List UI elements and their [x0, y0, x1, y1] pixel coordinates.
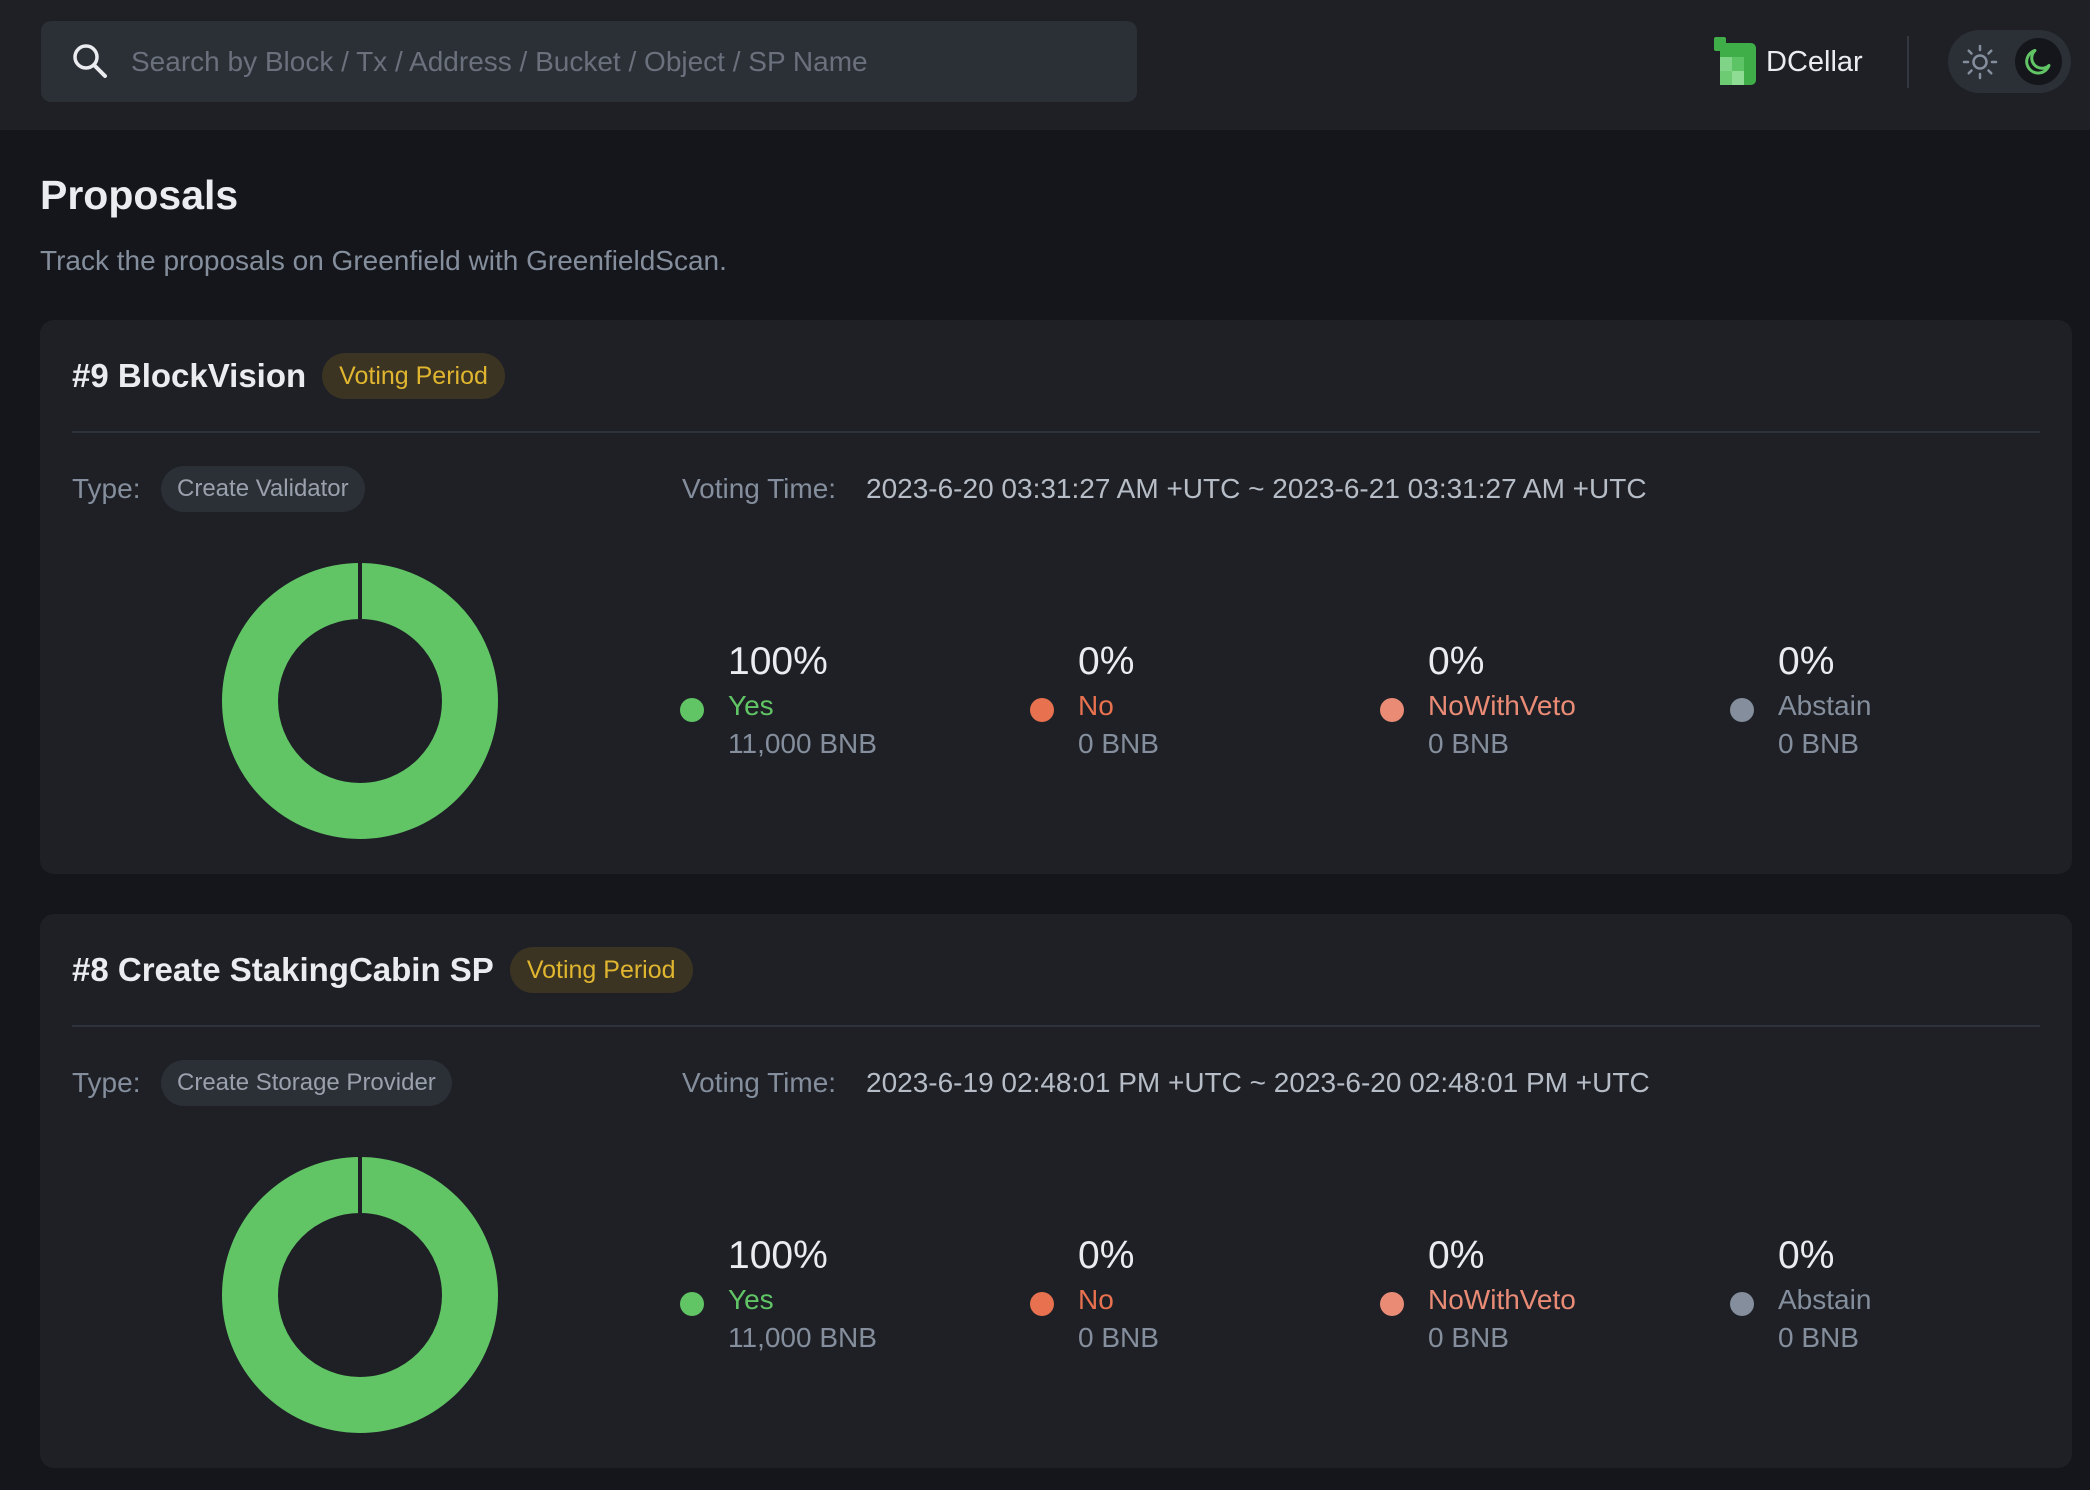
vote-label: NoWithVeto — [1428, 1284, 1576, 1315]
type-label: Type: — [72, 1067, 141, 1098]
vote-percent: 0% — [1078, 1234, 1135, 1277]
vote-percent: 0% — [1778, 640, 1835, 683]
status-badge: Voting Period — [322, 353, 505, 399]
vote-abstain: 0% Abstain 0 BNB — [1730, 640, 2050, 780]
vote-amount: 0 BNB — [1778, 728, 1859, 759]
vote-label: Yes — [728, 1284, 774, 1315]
vote-no: 0% No 0 BNB — [1030, 640, 1350, 780]
proposal-card[interactable]: #8 Create StakingCabin SP Voting Period … — [40, 914, 2072, 1468]
vote-amount: 0 BNB — [1078, 1322, 1159, 1353]
proposal-type-chip: Create Storage Provider — [161, 1060, 452, 1106]
vote-percent: 0% — [1428, 1234, 1485, 1277]
top-bar: DCellar — [0, 0, 2090, 130]
vote-yes: 100% Yes 11,000 BNB — [680, 1234, 1000, 1374]
voting-time-label: Voting Time: — [682, 1067, 837, 1098]
proposal-header: #8 Create StakingCabin SP Voting Period — [72, 946, 693, 994]
vote-label: Abstain — [1778, 1284, 1872, 1315]
proposal-title[interactable]: #9 BlockVision — [72, 357, 307, 394]
proposal-title[interactable]: #8 Create StakingCabin SP — [72, 951, 494, 988]
vote-label: Yes — [728, 690, 774, 721]
abstain-dot — [1730, 1292, 1754, 1316]
vote-amount: 11,000 BNB — [728, 728, 877, 759]
type-label: Type: — [72, 473, 141, 504]
divider — [72, 1025, 2040, 1027]
no-with-veto-dot — [1380, 698, 1404, 722]
proposal-card[interactable]: #9 BlockVision Voting Period Type: Creat… — [40, 320, 2072, 874]
vote-percent: 0% — [1778, 1234, 1835, 1277]
no-dot — [1030, 1292, 1054, 1316]
vote-label: Abstain — [1778, 690, 1872, 721]
page-subtitle: Track the proposals on Greenfield with G… — [40, 245, 727, 276]
vote-amount: 11,000 BNB — [728, 1322, 877, 1353]
page-title: Proposals — [40, 172, 239, 218]
divider — [72, 431, 2040, 433]
vote-amount: 0 BNB — [1078, 728, 1159, 759]
vote-amount: 0 BNB — [1778, 1322, 1859, 1353]
no-dot — [1030, 698, 1054, 722]
vote-abstain: 0% Abstain 0 BNB — [1730, 1234, 2050, 1374]
brand-name: DCellar — [1766, 45, 1863, 78]
yes-dot — [680, 1292, 704, 1316]
donut-slice-yes — [222, 1157, 498, 1433]
vote-amount: 0 BNB — [1428, 1322, 1509, 1353]
vote-amount: 0 BNB — [1428, 728, 1509, 759]
status-badge: Voting Period — [509, 947, 693, 993]
vote-donut-chart — [222, 1157, 498, 1433]
dark-mode-button[interactable] — [2015, 38, 2062, 85]
voting-time-value: 2023-6-20 03:31:27 AM +UTC ~ 2023-6-21 0… — [866, 473, 1647, 504]
vote-no: 0% No 0 BNB — [1030, 1234, 1350, 1374]
vote-percent: 0% — [1078, 640, 1135, 683]
search-input[interactable] — [131, 21, 1121, 102]
vote-no-with-veto: 0% NoWithVeto 0 BNB — [1380, 1234, 1700, 1374]
proposal-type-chip: Create Validator — [161, 466, 365, 512]
dcellar-link[interactable]: DCellar — [1710, 37, 1863, 87]
search-icon — [73, 44, 107, 78]
vote-no-with-veto: 0% NoWithVeto 0 BNB — [1380, 640, 1700, 780]
abstain-dot — [1730, 698, 1754, 722]
yes-dot — [680, 698, 704, 722]
vote-label: NoWithVeto — [1428, 690, 1576, 721]
moon-icon — [2025, 49, 2051, 75]
header-divider — [1907, 36, 1909, 88]
proposal-header: #9 BlockVision Voting Period — [72, 352, 505, 400]
donut-slice-yes — [222, 563, 498, 839]
voting-time-value: 2023-6-19 02:48:01 PM +UTC ~ 2023-6-20 0… — [866, 1067, 1650, 1098]
vote-percent: 0% — [1428, 640, 1485, 683]
vote-label: No — [1078, 1284, 1114, 1315]
sun-icon[interactable] — [1962, 44, 1998, 80]
vote-label: No — [1078, 690, 1114, 721]
vote-percent: 100% — [728, 1234, 828, 1277]
vote-donut-chart — [222, 563, 498, 839]
vote-percent: 100% — [728, 640, 828, 683]
vote-yes: 100% Yes 11,000 BNB — [680, 640, 1000, 780]
no-with-veto-dot — [1380, 1292, 1404, 1316]
search-bar[interactable] — [41, 21, 1137, 102]
voting-time-label: Voting Time: — [682, 473, 837, 504]
dcellar-logo-icon — [1714, 37, 1756, 85]
theme-toggle[interactable] — [1948, 30, 2071, 93]
